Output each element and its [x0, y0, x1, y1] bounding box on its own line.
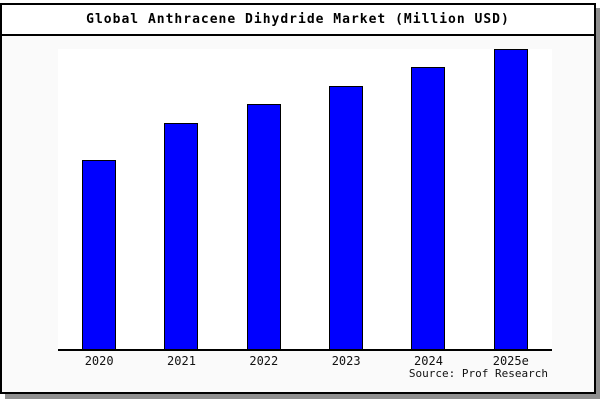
- bar-2025e: [493, 49, 528, 349]
- bar-2020: [82, 160, 117, 349]
- x-tick-2022: 2022: [249, 354, 279, 368]
- chart-area: 2020 2021 2022 2023 2024 2025e Source: Prof R…: [2, 36, 594, 392]
- bar-2024: [411, 67, 446, 349]
- chart-title: Global Anthracene Dihydride Market (Mill…: [86, 12, 510, 27]
- bar-2023: [329, 86, 364, 349]
- x-tick-2025e: 2025e: [492, 354, 529, 368]
- chart-title-bar: Global Anthracene Dihydride Market (Mill…: [2, 5, 594, 36]
- x-tick-2020: 2020: [84, 354, 114, 368]
- x-axis-ticks: 2020 2021 2022 2023 2024 2025e: [58, 354, 552, 368]
- bar-2022: [246, 104, 281, 349]
- x-tick-2024: 2024: [414, 354, 443, 368]
- x-tick-2023: 2023: [331, 354, 361, 368]
- plot-area: [58, 49, 552, 351]
- source-credit: Source: Prof Research: [408, 367, 548, 380]
- x-tick-2021: 2021: [167, 354, 196, 368]
- bar-2021: [164, 123, 199, 349]
- chart-panel: Global Anthracene Dihydride Market (Mill…: [0, 3, 596, 394]
